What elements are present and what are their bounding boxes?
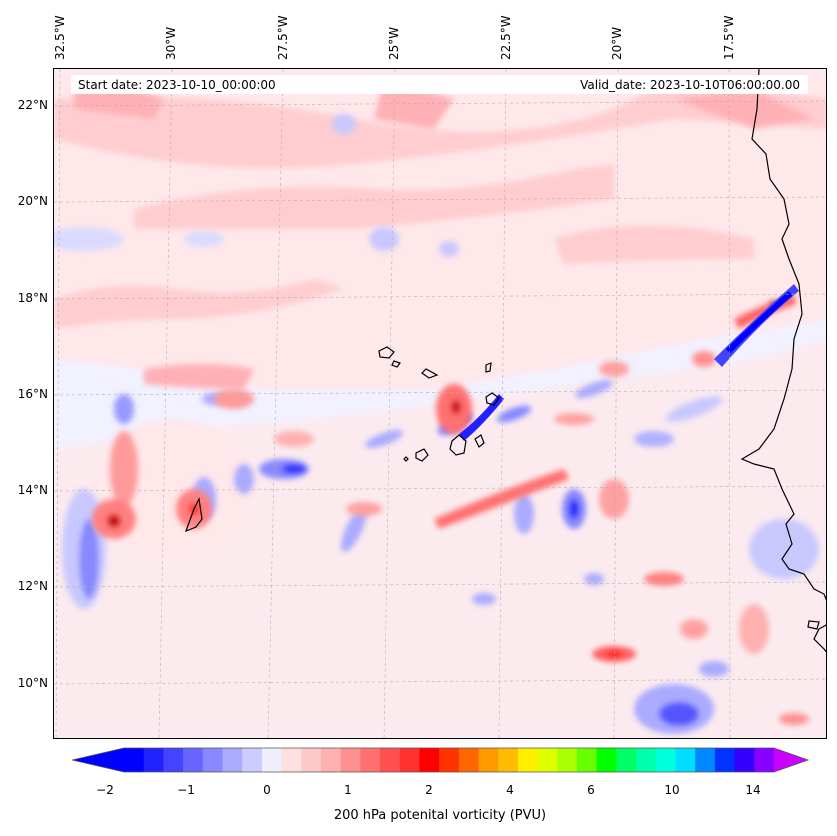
colorbar-segment — [320, 748, 342, 772]
lon-label-27-5w: 27.5°W — [276, 15, 290, 60]
pv-contour-field — [54, 69, 826, 738]
cabo-verde-islands — [184, 346, 500, 533]
cb-tick-0: 0 — [263, 783, 271, 797]
lon-label-22-5w: 22.5°W — [499, 15, 513, 60]
colorbar-segment — [439, 748, 460, 772]
colorbar-segment — [557, 748, 578, 772]
pv-positive-streaks — [92, 294, 809, 725]
lat-label-22n: 22°N — [17, 98, 48, 112]
graticule — [54, 69, 826, 738]
colorbar-segment — [419, 748, 440, 772]
lon-label-30w: 30°W — [164, 26, 178, 60]
colorbar-segment — [754, 748, 775, 772]
colorbar-segment — [478, 748, 499, 772]
info-box — [71, 75, 808, 94]
colorbar-segment — [380, 748, 401, 772]
colorbar-segment — [458, 748, 480, 772]
colorbar-segment — [596, 748, 617, 772]
cb-tick-neg1: −1 — [177, 783, 195, 797]
cb-tick-14: 14 — [745, 783, 761, 797]
colorbar-segment — [340, 748, 361, 772]
colorbar-segment — [222, 748, 243, 772]
coastline — [740, 69, 826, 653]
lat-label-10n: 10°N — [17, 676, 48, 690]
colorbar-segment — [498, 748, 519, 772]
lat-label-20n: 20°N — [17, 194, 48, 208]
colorbar-segment — [301, 748, 322, 772]
colorbar-segment — [675, 748, 696, 772]
cb-tick-2: 2 — [425, 783, 433, 797]
lon-label-25w: 25°W — [387, 26, 401, 60]
cb-tick-6: 6 — [587, 783, 595, 797]
cb-tick-4: 4 — [506, 783, 514, 797]
cb-tick-10: 10 — [664, 783, 680, 797]
lon-label-17-5w: 17.5°W — [722, 15, 736, 60]
colorbar-segment — [734, 748, 755, 772]
colorbar-segment — [261, 748, 283, 772]
cb-tick-neg2: −2 — [96, 783, 114, 797]
colorbar-outline — [72, 747, 810, 773]
colorbar-segment — [281, 748, 302, 772]
colorbar-segment — [399, 748, 420, 772]
colorbar-segment — [163, 748, 184, 772]
colorbar-segment — [360, 748, 381, 772]
colorbar-segment — [517, 748, 539, 772]
map-panel[interactable] — [53, 68, 827, 739]
colorbar-segment — [636, 748, 657, 772]
colorbar-segment — [124, 748, 145, 772]
colorbar-segment — [537, 748, 558, 772]
colorbar-segment — [616, 748, 637, 772]
pv-positive-bands — [54, 79, 826, 389]
lon-label-20w: 20°W — [610, 26, 624, 60]
colorbar-segment — [183, 748, 204, 772]
colorbar-segment — [143, 748, 164, 772]
lat-label-18n: 18°N — [17, 291, 48, 305]
lon-label-32-5w: 32.5°W — [53, 15, 67, 60]
start-date-label: Start date: 2023-10-10_00:00:00 — [78, 78, 276, 92]
colorbar-segment — [695, 748, 716, 772]
colorbar-extend-low — [72, 748, 124, 772]
colorbar-label: 200 hPa potenital vorticity (PVU) — [333, 808, 547, 823]
pv-negative-patches — [54, 114, 819, 734]
colorbar-extend-high — [774, 748, 808, 772]
colorbar-segment — [577, 748, 598, 772]
lat-label-16n: 16°N — [17, 387, 48, 401]
lat-label-14n: 14°N — [17, 483, 48, 497]
colorbar — [72, 747, 810, 773]
colorbar-segment — [714, 748, 736, 772]
pv-strong-negative — [459, 284, 799, 441]
colorbar-segment — [655, 748, 677, 772]
valid-date-label: Valid_date: 2023-10-10T06:00:00.00 — [580, 78, 800, 92]
cb-tick-1: 1 — [344, 783, 352, 797]
colorbar-segment — [202, 748, 223, 772]
colorbar-segment — [242, 748, 263, 772]
lat-label-12n: 12°N — [17, 579, 48, 593]
